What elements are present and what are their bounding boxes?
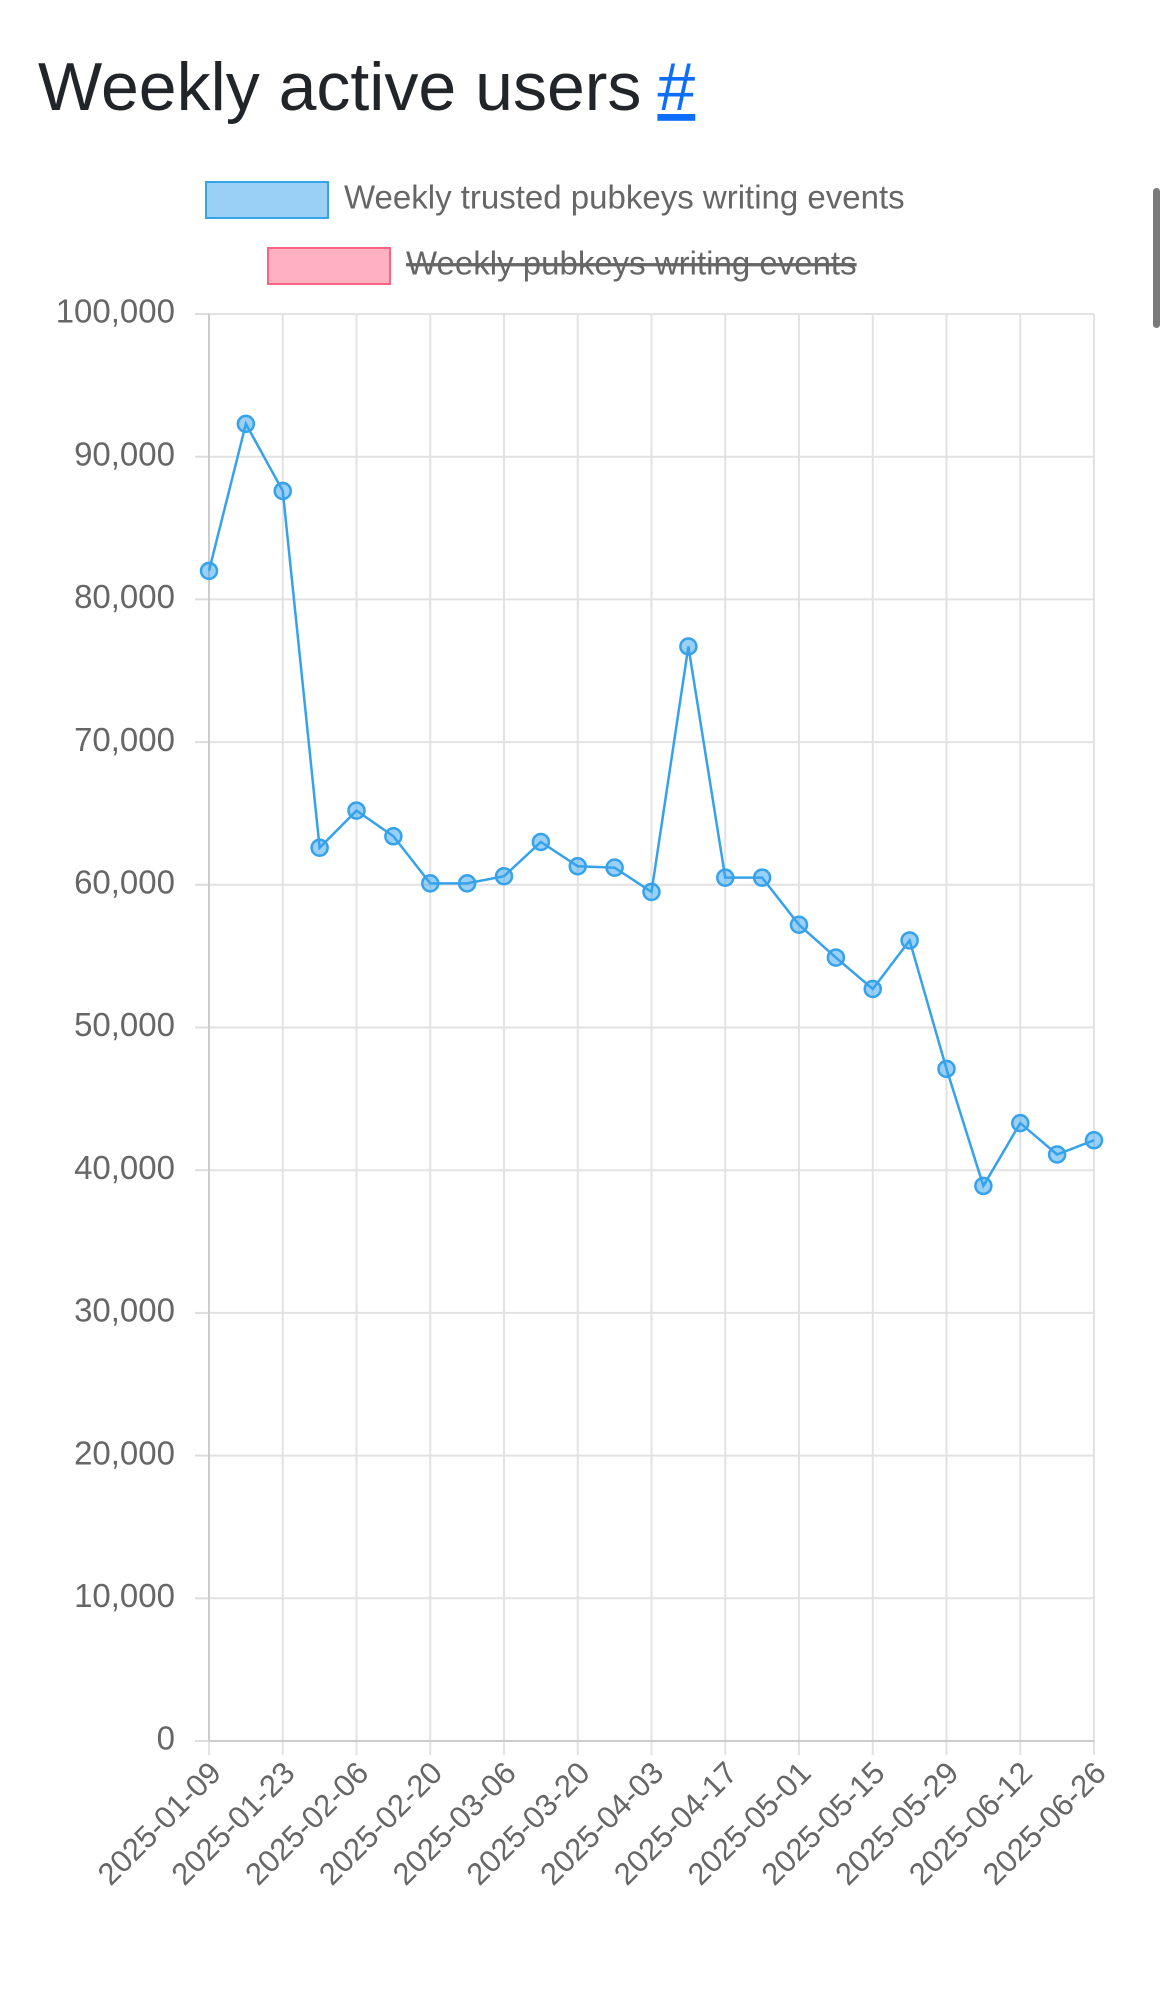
- data-point: [1047, 1145, 1067, 1164]
- y-tick-label: 50,000: [74, 1006, 175, 1043]
- y-tick-label: 100,000: [56, 293, 175, 330]
- data-point: [826, 948, 846, 967]
- y-tick-label: 20,000: [74, 1434, 175, 1471]
- legend-label: Weekly trusted pubkeys writing events: [344, 179, 905, 216]
- y-tick-label: 80,000: [74, 578, 175, 615]
- data-point: [1084, 1130, 1104, 1150]
- y-tick-label: 40,000: [74, 1149, 175, 1186]
- data-point: [457, 874, 477, 893]
- data-point: [347, 801, 366, 820]
- data-point: [642, 882, 661, 902]
- chart-title: Weekly active users #: [38, 49, 695, 125]
- data-point: [716, 868, 735, 887]
- data-point: [900, 931, 919, 950]
- data-point: [531, 832, 551, 852]
- data-point: [494, 866, 514, 886]
- legend-swatch: [205, 181, 329, 219]
- y-tick-label: 90,000: [74, 435, 175, 472]
- y-tick-label: 60,000: [74, 864, 175, 901]
- data-point: [752, 868, 772, 887]
- data-point: [199, 561, 219, 581]
- data-point: [310, 838, 329, 857]
- y-tick-label: 10,000: [74, 1577, 175, 1614]
- legend-label: Weekly pubkeys writing events: [406, 245, 857, 282]
- scrollbar: [1153, 188, 1160, 328]
- y-tick-label: 30,000: [74, 1292, 175, 1329]
- data-point: [273, 481, 292, 501]
- legend-swatch: [267, 247, 391, 285]
- data-point: [605, 858, 624, 877]
- data-point: [863, 979, 882, 999]
- data-point: [679, 637, 698, 656]
- data-point: [974, 1176, 993, 1196]
- data-point: [1011, 1113, 1030, 1133]
- data-point: [384, 827, 403, 846]
- y-tick-label: 70,000: [74, 721, 175, 758]
- title-text: Weekly active users: [38, 49, 641, 125]
- data-point: [937, 1059, 956, 1079]
- data-point: [789, 915, 809, 935]
- data-point: [568, 856, 587, 876]
- data-point: [236, 414, 256, 434]
- title-link[interactable]: #: [657, 49, 695, 125]
- data-point: [421, 874, 440, 893]
- y-tick-label: 0: [157, 1720, 175, 1757]
